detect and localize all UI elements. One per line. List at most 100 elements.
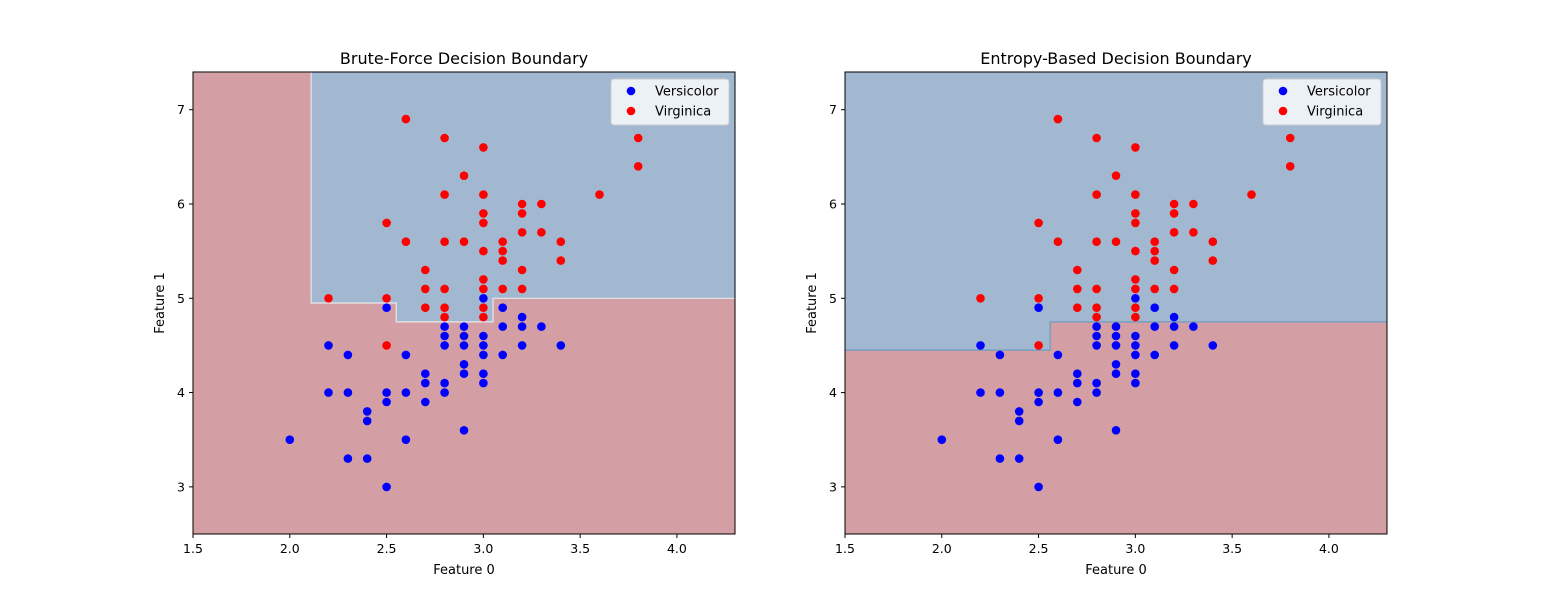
data-point	[440, 341, 449, 350]
y-tick-label: 5	[829, 291, 837, 306]
data-point	[440, 237, 449, 246]
data-point	[421, 369, 430, 379]
x-tick-label: 3.5	[570, 541, 590, 556]
data-point	[479, 209, 488, 218]
data-point	[1131, 378, 1140, 388]
data-point	[1092, 378, 1101, 388]
data-point	[1092, 312, 1101, 322]
data-point	[937, 435, 947, 445]
data-point	[1092, 237, 1101, 246]
data-point	[633, 133, 643, 143]
data-point	[517, 199, 527, 209]
data-point	[517, 312, 527, 322]
data-point	[362, 416, 372, 426]
data-point	[324, 294, 333, 303]
data-point	[1131, 218, 1140, 228]
data-point	[498, 322, 508, 331]
data-point	[1169, 322, 1179, 331]
y-tick-label: 6	[177, 197, 185, 212]
data-point	[1053, 350, 1063, 360]
data-point	[537, 322, 546, 331]
data-point	[479, 284, 488, 294]
data-point	[1034, 341, 1043, 350]
data-point	[401, 435, 411, 445]
data-point	[479, 341, 488, 350]
data-point	[1208, 341, 1218, 350]
data-point	[479, 350, 488, 360]
data-point	[1169, 199, 1179, 209]
data-point	[382, 303, 391, 313]
data-point	[382, 397, 391, 407]
data-point	[1073, 378, 1082, 388]
x-tick-label: 2.0	[932, 541, 952, 556]
data-point	[479, 303, 488, 313]
x-tick-label: 3.0	[1125, 541, 1145, 556]
x-tick-label: 2.0	[280, 541, 300, 556]
data-point	[421, 378, 430, 388]
data-point	[498, 303, 508, 313]
data-point	[537, 228, 546, 237]
data-point	[1169, 284, 1179, 294]
data-point	[1131, 143, 1140, 152]
data-point	[440, 331, 449, 341]
series-virginica	[976, 114, 1295, 350]
legend-box	[1262, 78, 1382, 126]
data-point	[343, 350, 353, 360]
data-point	[1111, 171, 1121, 180]
data-point	[343, 454, 353, 463]
data-point	[1092, 303, 1101, 313]
data-point	[1150, 246, 1159, 256]
data-point	[498, 246, 508, 256]
data-point	[1111, 341, 1121, 350]
data-point	[995, 388, 1005, 397]
data-point	[479, 275, 488, 284]
legend: Versicolor Virginica	[1262, 78, 1382, 126]
data-point	[1131, 331, 1140, 341]
data-point	[1073, 303, 1082, 313]
data-point	[459, 237, 469, 246]
data-point	[479, 143, 488, 152]
data-point	[1131, 294, 1140, 303]
data-point	[556, 256, 566, 265]
data-point	[517, 209, 527, 218]
data-point	[517, 341, 527, 350]
data-point	[1053, 388, 1063, 397]
legend-label: Versicolor	[655, 85, 719, 100]
data-point	[1169, 341, 1179, 350]
data-point	[517, 265, 527, 275]
y-tick-label: 4	[177, 385, 185, 400]
data-point	[479, 378, 488, 388]
data-point	[1131, 312, 1140, 322]
data-point	[1150, 350, 1159, 360]
data-point	[440, 303, 449, 313]
data-point	[1111, 322, 1121, 331]
data-point	[1169, 228, 1179, 237]
data-point	[421, 397, 430, 407]
data-point	[1053, 114, 1063, 124]
data-point	[1034, 482, 1043, 492]
data-point	[440, 388, 449, 397]
data-point	[1092, 284, 1101, 294]
data-point	[401, 350, 411, 360]
data-point	[382, 388, 391, 397]
data-point	[1131, 369, 1140, 379]
data-point	[459, 171, 469, 180]
data-point	[440, 378, 449, 388]
data-point	[1247, 190, 1256, 199]
legend-marker	[626, 106, 636, 116]
data-point	[285, 435, 295, 445]
brute-force-chart: Brute-Force Decision Boundary Feature 0 …	[153, 49, 736, 578]
data-point	[1208, 256, 1218, 265]
decision-region-red	[193, 72, 735, 534]
data-point	[517, 284, 527, 294]
data-point	[382, 218, 391, 228]
legend-marker	[626, 86, 636, 96]
data-point	[595, 190, 604, 199]
data-point	[459, 341, 469, 350]
data-point	[1092, 322, 1101, 331]
x-tick-label: 3.5	[1222, 541, 1242, 556]
data-point	[1014, 454, 1024, 463]
data-point	[459, 369, 469, 379]
x-tick-label: 1.5	[835, 541, 855, 556]
series-versicolor	[937, 294, 1218, 492]
